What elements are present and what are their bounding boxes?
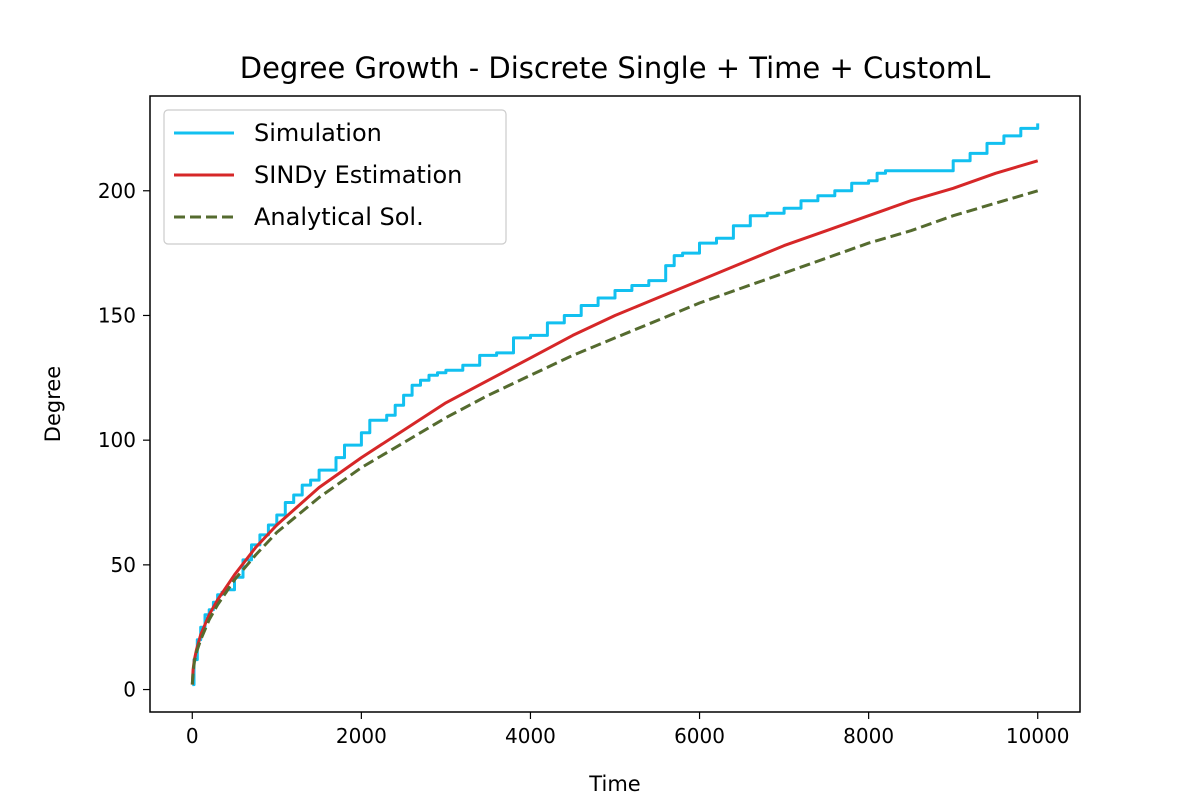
legend-label: Simulation <box>254 119 382 147</box>
y-tick-label: 50 <box>111 553 136 577</box>
x-tick-label: 2000 <box>336 724 387 748</box>
y-tick-label: 200 <box>98 179 136 203</box>
x-axis-title: Time <box>588 772 640 796</box>
plot-frame <box>149 95 1081 713</box>
series-line-2 <box>190 159 1039 685</box>
x-tick-label: 6000 <box>674 724 725 748</box>
plot-series <box>190 123 1040 687</box>
x-tick-label: 0 <box>186 724 199 748</box>
y-tick-label: 100 <box>98 428 136 452</box>
legend-box <box>163 109 507 245</box>
x-tick-label: 8000 <box>843 724 894 748</box>
x-tick-label: 10000 <box>1006 724 1070 748</box>
y-axis-title: Degree <box>41 366 65 442</box>
legend-label: Analytical Sol. <box>254 203 424 231</box>
y-tick-label: 0 <box>123 678 136 702</box>
chart-title: Degree Growth - Discrete Single + Time +… <box>240 51 991 85</box>
x-tick-label: 4000 <box>505 724 556 748</box>
y-axis: 0 50 100 150 200 <box>98 179 150 702</box>
legend-label: SINDy Estimation <box>254 161 462 189</box>
series-line-1 <box>192 123 1040 687</box>
series-line-3 <box>190 189 1039 685</box>
legend: Simulation SINDy Estimation Analytical Sol… <box>163 109 507 245</box>
y-tick-label: 150 <box>98 303 136 327</box>
x-axis: 0 2000 4000 6000 8000 10000 <box>186 712 1070 748</box>
